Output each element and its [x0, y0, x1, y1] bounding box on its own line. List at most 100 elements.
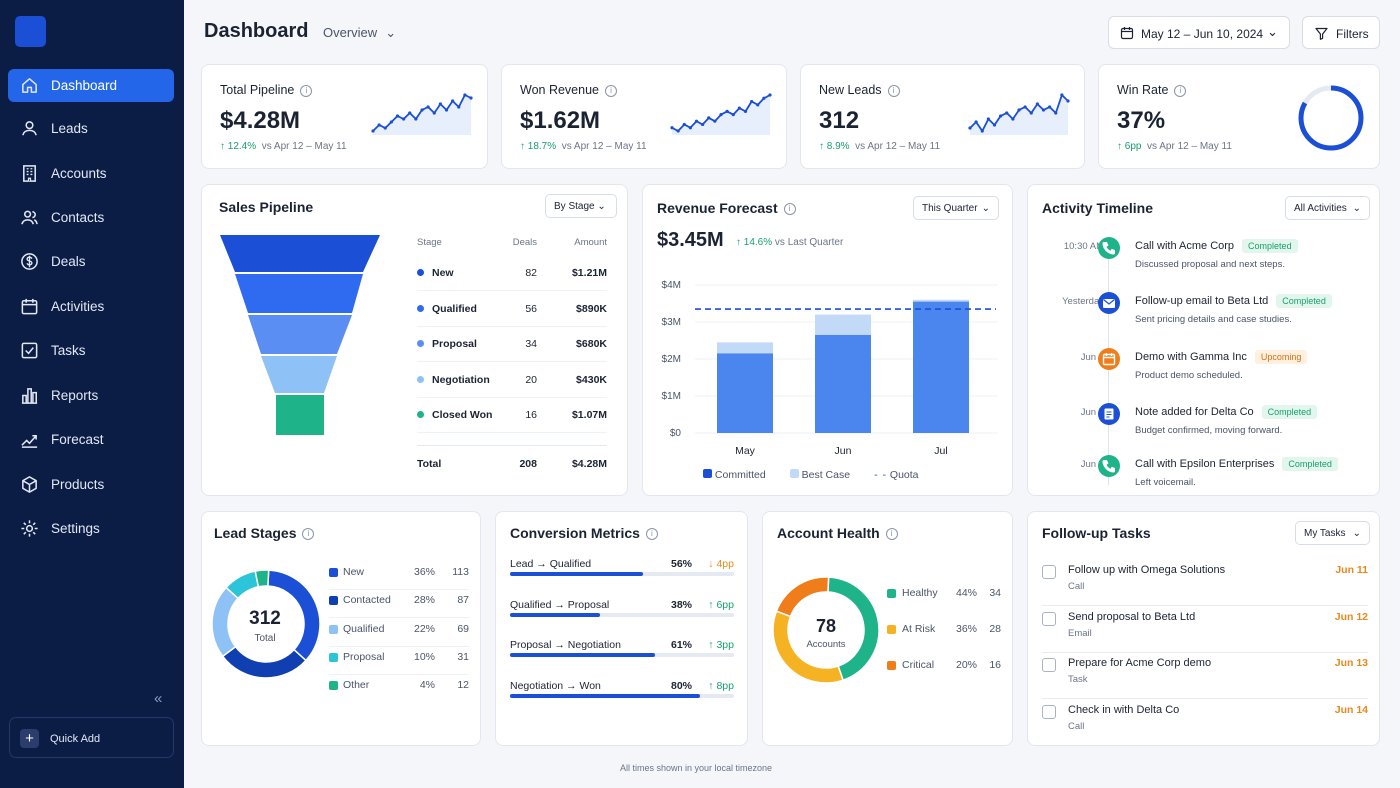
table-row: Proposal 34 $680K — [417, 338, 607, 362]
sidebar-item-tasks[interactable]: Tasks — [8, 334, 174, 367]
sidebar-item-leads[interactable]: Leads — [8, 112, 174, 145]
stage-label: Proposal — [432, 338, 477, 350]
conversion-row: Negotiation → Won 80% ↑ 8pp — [510, 680, 734, 710]
sidebar-item-accounts[interactable]: Accounts — [8, 157, 174, 190]
forecast-period-dropdown[interactable]: This Quarter ⌄ — [913, 196, 999, 220]
task-checkbox[interactable] — [1042, 565, 1056, 579]
legend-label: At Risk — [902, 623, 936, 635]
tasks-filter-dropdown[interactable]: My Tasks ⌄ — [1295, 521, 1370, 545]
status-badge: Upcoming — [1254, 350, 1308, 364]
task-item[interactable]: Follow up with Omega Solutions Call Jun 11 — [1042, 560, 1368, 606]
sidebar-item-deals[interactable]: Deals — [8, 245, 174, 278]
timeline-title: Call with Epsilon Enterprises — [1135, 458, 1275, 470]
timeline-item[interactable]: 10:30 AM Call with Acme Corp Completed Disc… — [1028, 237, 1368, 287]
legend-dash: - - — [874, 469, 887, 481]
task-checkbox[interactable] — [1042, 658, 1056, 672]
x-tick-label: May — [735, 445, 756, 457]
card-title-text: Conversion Metrics — [510, 525, 640, 541]
gear-icon — [20, 519, 39, 538]
view-dropdown[interactable]: Overview ⌄ — [323, 25, 396, 41]
date-range-button[interactable]: May 12 – Jun 10, 2024 ⌄ — [1108, 16, 1290, 49]
info-icon[interactable]: i — [302, 528, 315, 541]
timeline-item[interactable]: Jun 8 Demo with Gamma Inc Upcoming Product … — [1028, 348, 1368, 398]
conversion-delta-value: 8pp — [716, 679, 734, 692]
task-checkbox[interactable] — [1042, 611, 1056, 626]
conversion-label: Lead → Qualified — [510, 558, 591, 570]
sparkline-point — [986, 117, 990, 121]
checkbox-icon — [20, 341, 39, 360]
chart-legend: Committed Best Case - - Quota — [703, 469, 919, 481]
sidebar-item-label: Deals — [51, 254, 86, 269]
timeline-item[interactable]: Jun 7 Note added for Delta Co Completed Bud… — [1028, 403, 1368, 453]
card-title: Sales Pipeline — [219, 199, 314, 215]
funnel-segment — [261, 356, 337, 393]
info-icon[interactable]: i — [605, 84, 617, 97]
sparkline-point — [414, 117, 418, 121]
kpi-title-text: Total Pipeline — [220, 83, 295, 97]
bar-committed — [913, 301, 969, 433]
sidebar-item-label: Activities — [51, 299, 105, 314]
legend-row: Other 4% 12 — [329, 679, 469, 703]
kpi-card-win-rate: Win Rate i 37% ↑ 6pp vs Apr 12 – May 11 — [1098, 64, 1380, 169]
app-logo[interactable] — [15, 16, 46, 47]
legend-count: 16 — [989, 659, 1001, 671]
timeline-item[interactable]: Yesterday Follow-up email to Beta Ltd Comp… — [1028, 292, 1368, 342]
info-icon[interactable]: i — [1174, 84, 1187, 97]
sidebar-item-forecast[interactable]: Forecast — [8, 423, 174, 456]
sidebar-item-activities[interactable]: Activities — [8, 290, 174, 323]
activity-filter-dropdown[interactable]: All Activities ⌄ — [1285, 196, 1370, 220]
x-tick-label: Jun — [835, 445, 852, 457]
filter-icon — [1315, 27, 1328, 40]
total-amount: $4.28M — [571, 458, 607, 470]
info-icon[interactable]: i — [783, 203, 796, 216]
bar-committed — [815, 334, 871, 433]
timeline-dot — [1098, 455, 1120, 477]
conversion-delta-value: 3pp — [716, 639, 734, 651]
timeline-item[interactable]: Jun 6 Call with Epsilon Enterprises Comple… — [1028, 455, 1368, 505]
legend-label: Quota — [889, 469, 919, 481]
chevron-down-icon: ⌄ — [1352, 528, 1361, 539]
conversion-from: Qualified — [510, 598, 552, 611]
up-arrow-icon: ↑ — [220, 141, 228, 152]
date-range-label: May 12 – Jun 10, 2024 — [1141, 27, 1264, 41]
timeline-dot — [1098, 237, 1120, 259]
kpi-delta: 12.4% — [227, 141, 257, 152]
info-icon[interactable]: i — [887, 84, 900, 97]
kpi-compare: vs Apr 12 – May 11 — [855, 141, 940, 152]
timezone-note: All times shown in your local timezone — [620, 763, 773, 773]
sparkline-point — [1017, 108, 1021, 112]
info-icon[interactable]: i — [885, 528, 898, 541]
collapse-sidebar-button[interactable]: « — [154, 690, 163, 707]
timeline-date: Jun 6 — [1080, 459, 1104, 470]
timeline-title: Follow-up email to Beta Ltd — [1135, 295, 1269, 307]
revenue-forecast-chart: $0 $1M $2M $3M $4M May Jun Jul — [662, 280, 998, 457]
donut-segment — [775, 576, 830, 618]
legend-row: At Risk 36% 28 — [887, 623, 1001, 647]
timeline-description: Left voicemail. — [1135, 477, 1196, 488]
info-icon[interactable]: i — [645, 528, 658, 541]
quick-add-button[interactable]: + Quick Add — [9, 717, 174, 758]
dollar-icon — [20, 252, 39, 271]
info-icon[interactable]: i — [300, 84, 313, 97]
pipeline-grouping-dropdown[interactable]: By Stage ⌄ — [545, 194, 617, 218]
sparkline-point — [383, 126, 387, 130]
task-item[interactable]: Check in with Delta Co Call Jun 14 — [1042, 700, 1368, 746]
task-item[interactable]: Prepare for Acme Corp demo Task Jun 13 — [1042, 653, 1368, 699]
sidebar-item-dashboard[interactable]: Dashboard — [8, 69, 174, 102]
legend-committed: Committed — [703, 469, 766, 481]
task-checkbox[interactable] — [1042, 704, 1056, 719]
follow-up-tasks-card: Follow-up Tasks My Tasks ⌄ Follow up wit… — [1027, 511, 1380, 746]
filters-button[interactable]: Filters — [1302, 16, 1380, 49]
task-title: Check in with Delta Co — [1068, 703, 1180, 716]
task-due-date: Jun 13 — [1334, 657, 1368, 669]
legend-count: 12 — [457, 679, 469, 692]
kpi-title: New Leads i — [819, 83, 900, 97]
sidebar-item-reports[interactable]: Reports — [8, 379, 174, 412]
legend-pct: 10% — [413, 650, 435, 663]
sidebar-item-products[interactable]: Products — [8, 468, 174, 501]
sidebar-item-settings[interactable]: Settings — [8, 512, 174, 545]
sidebar-item-contacts[interactable]: Contacts — [8, 201, 174, 234]
legend-pct: 22% — [413, 622, 435, 635]
task-item[interactable]: Send proposal to Beta Ltd Email Jun 12 — [1042, 607, 1368, 653]
task-due-date: Jun 11 — [1335, 564, 1368, 576]
